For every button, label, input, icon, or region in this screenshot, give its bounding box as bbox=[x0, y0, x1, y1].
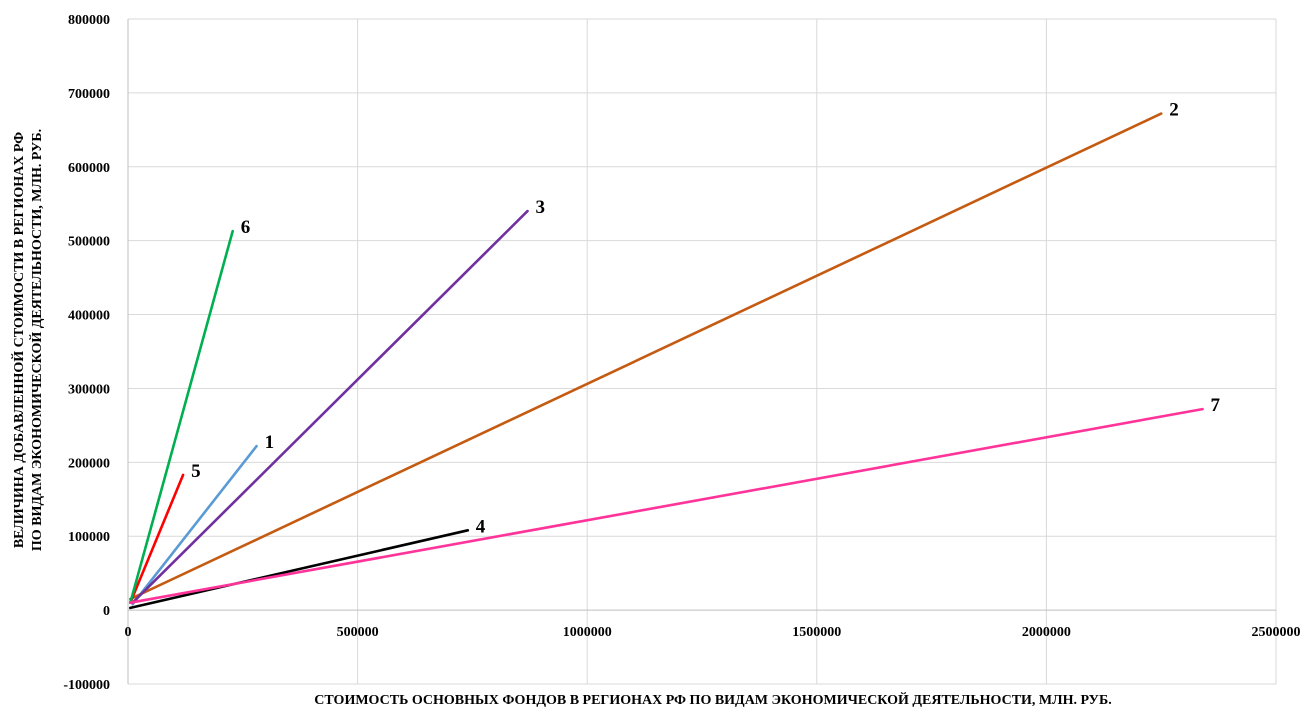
y-tick-label: 500000 bbox=[68, 235, 110, 250]
x-tick-label: 2500000 bbox=[1252, 625, 1301, 640]
y-tick-label: 0 bbox=[103, 604, 110, 619]
y-tick-label: 400000 bbox=[68, 309, 110, 324]
x-tick-label: 0 bbox=[125, 625, 132, 640]
series-label-5: 5 bbox=[191, 461, 201, 482]
y-axis-title-line-2: ПО ВИДАМ ЭКОНОМИЧЕСКОЙ ДЕЯТЕЛЬНОСТИ, МЛН… bbox=[28, 129, 45, 551]
grid bbox=[128, 18, 1277, 685]
y-tick-label: 600000 bbox=[68, 161, 110, 176]
series-line-4 bbox=[129, 528, 470, 610]
y-tick-label: 300000 bbox=[68, 382, 110, 397]
y-tick-label: -100000 bbox=[63, 678, 110, 693]
y-tick-label: 200000 bbox=[68, 456, 110, 471]
y-tick-label: 800000 bbox=[68, 13, 110, 28]
y-tick-label: 100000 bbox=[68, 530, 110, 545]
x-tick-label: 1000000 bbox=[563, 625, 612, 640]
series-label-3: 3 bbox=[536, 197, 546, 218]
series-line-5 bbox=[129, 473, 185, 605]
y-axis-title-line-1: ВЕЛИЧИНА ДОБАВЛЕННОЙ СТОИМОСТИ В РЕГИОНА… bbox=[10, 132, 27, 548]
tick-labels: 800000 700000 600000 500000 400000 300000 2000… bbox=[63, 13, 1300, 693]
series-line-1 bbox=[131, 444, 258, 606]
series-label-2: 2 bbox=[1169, 100, 1179, 121]
x-axis-title: СТОИМОСТЬ ОСНОВНЫХ ФОНДОВ В РЕГИОНАХ РФ … bbox=[314, 691, 1111, 708]
series-line-2 bbox=[129, 112, 1163, 601]
series-line-3 bbox=[131, 209, 529, 605]
series-label-7: 7 bbox=[1211, 395, 1221, 416]
series-label-4: 4 bbox=[476, 516, 486, 537]
series-line-7 bbox=[129, 407, 1204, 605]
axes bbox=[127, 19, 1276, 684]
series-label-6: 6 bbox=[241, 217, 251, 238]
series-label-1: 1 bbox=[265, 432, 275, 453]
x-tick-label: 2000000 bbox=[1022, 625, 1071, 640]
series-line-6 bbox=[129, 229, 234, 605]
series-group bbox=[129, 112, 1204, 610]
x-tick-label: 1500000 bbox=[792, 625, 841, 640]
x-tick-label: 500000 bbox=[337, 625, 379, 640]
y-tick-label: 700000 bbox=[68, 87, 110, 102]
